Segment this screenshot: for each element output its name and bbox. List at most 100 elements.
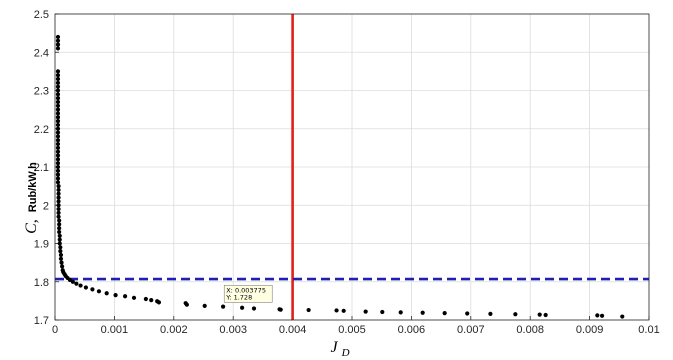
- data-point: [113, 293, 118, 298]
- data-point: [363, 309, 368, 314]
- data-point: [620, 314, 625, 319]
- data-point: [57, 222, 62, 227]
- data-point: [341, 308, 346, 313]
- y-axis-label: C, Rub/kW.h: [23, 162, 40, 234]
- data-point: [55, 145, 61, 150]
- x-tick-label: 0.007: [457, 324, 485, 336]
- data-point: [251, 306, 257, 311]
- y-axis-label-unit: Rub/kW.h: [27, 162, 39, 212]
- data-points: [55, 34, 625, 319]
- data-point: [55, 119, 61, 124]
- data-point: [55, 99, 61, 105]
- data-point: [55, 34, 61, 40]
- x-axis-label: J D: [330, 339, 349, 359]
- data-point: [57, 226, 62, 231]
- data-point: [595, 313, 600, 318]
- data-point: [55, 134, 61, 139]
- data-point: [56, 191, 61, 196]
- svg-text:C, Rub/kW.h: C, Rub/kW.h: [23, 162, 40, 234]
- data-point: [143, 296, 148, 302]
- data-point: [202, 303, 207, 308]
- data-point: [55, 84, 61, 89]
- data-point: [55, 111, 61, 116]
- data-point: [543, 312, 548, 318]
- data-point: [420, 310, 425, 315]
- data-point: [55, 130, 61, 135]
- x-tick-label: 0.006: [398, 324, 426, 336]
- y-axis-label-main: C,: [23, 219, 40, 234]
- datatip-y-text: Y: 1.728: [225, 293, 252, 301]
- data-point: [74, 281, 79, 286]
- svg-text:J D: J D: [330, 339, 349, 359]
- y-tick-label: 1.9: [34, 239, 49, 251]
- data-point: [55, 161, 61, 166]
- datatip[interactable]: X: 0.003775 Y: 1.728: [223, 284, 273, 303]
- data-point: [398, 310, 403, 315]
- x-axis-label-main: J: [330, 339, 338, 356]
- data-point: [55, 96, 61, 101]
- data-point: [513, 312, 518, 317]
- data-point: [96, 289, 102, 294]
- data-point: [67, 277, 72, 282]
- x-tick-label: 0.003: [219, 324, 247, 336]
- data-point: [184, 302, 189, 307]
- data-point: [156, 300, 162, 305]
- reference-lines: [55, 14, 649, 320]
- data-point: [55, 115, 61, 120]
- y-tick-label: 2: [43, 200, 49, 212]
- x-tick-label: 0.008: [516, 324, 544, 336]
- data-point: [240, 305, 245, 310]
- data-point: [56, 210, 61, 215]
- plot-frame: [54, 13, 650, 321]
- data-point: [55, 126, 61, 131]
- data-point: [380, 309, 385, 315]
- x-tick-label: 0.005: [338, 324, 366, 336]
- x-tick-labels: 0 0.001 0.002 0.003 0.004 0.005 0.006 0.007 0.00…: [52, 324, 660, 336]
- data-point: [78, 283, 83, 288]
- data-point: [56, 206, 61, 212]
- y-tick-label: 1.7: [34, 315, 49, 327]
- y-tick-labels: 1.7 1.8 1.9 2 2.1 2.2 2.3 2.4 2.5: [34, 9, 49, 327]
- x-tick-label: 0.004: [279, 324, 307, 336]
- data-point: [55, 149, 61, 154]
- data-point: [55, 153, 61, 158]
- data-point: [57, 237, 62, 242]
- data-point: [55, 80, 61, 85]
- data-point: [55, 103, 61, 108]
- x-tick-label: 0.002: [160, 324, 188, 336]
- datatip-x-text: X: 0.003775: [226, 286, 266, 294]
- data-point: [57, 241, 62, 246]
- data-point: [55, 168, 61, 173]
- data-point: [537, 312, 542, 317]
- y-tick-label: 1.8: [34, 277, 49, 289]
- y-tick-label: 2.2: [34, 124, 49, 136]
- datatip-box: [223, 284, 273, 303]
- data-point: [55, 122, 61, 128]
- data-point: [58, 249, 63, 254]
- data-point: [55, 42, 61, 47]
- data-point: [57, 218, 62, 223]
- data-point: [55, 46, 61, 51]
- data-point: [56, 187, 61, 193]
- data-point: [55, 69, 61, 74]
- data-point: [122, 294, 128, 299]
- y-tick-label: 2.3: [34, 86, 49, 98]
- data-point: [55, 76, 61, 82]
- data-point: [70, 279, 75, 284]
- y-tick-label: 2.4: [34, 47, 49, 59]
- data-point: [55, 157, 61, 162]
- data-point: [60, 264, 65, 269]
- data-point: [56, 184, 61, 189]
- data-point: [104, 291, 109, 296]
- data-point: [57, 233, 62, 238]
- data-point: [306, 307, 311, 313]
- y-tick-label: 2.1: [34, 162, 49, 174]
- data-point: [55, 164, 61, 170]
- data-point: [55, 88, 61, 93]
- x-axis-label-subscript: D: [341, 347, 350, 359]
- x-tick-label: 0.001: [101, 324, 129, 336]
- data-point: [55, 172, 61, 177]
- data-point: [55, 176, 61, 181]
- x-tick-label: 0: [52, 324, 58, 336]
- data-point: [55, 38, 61, 43]
